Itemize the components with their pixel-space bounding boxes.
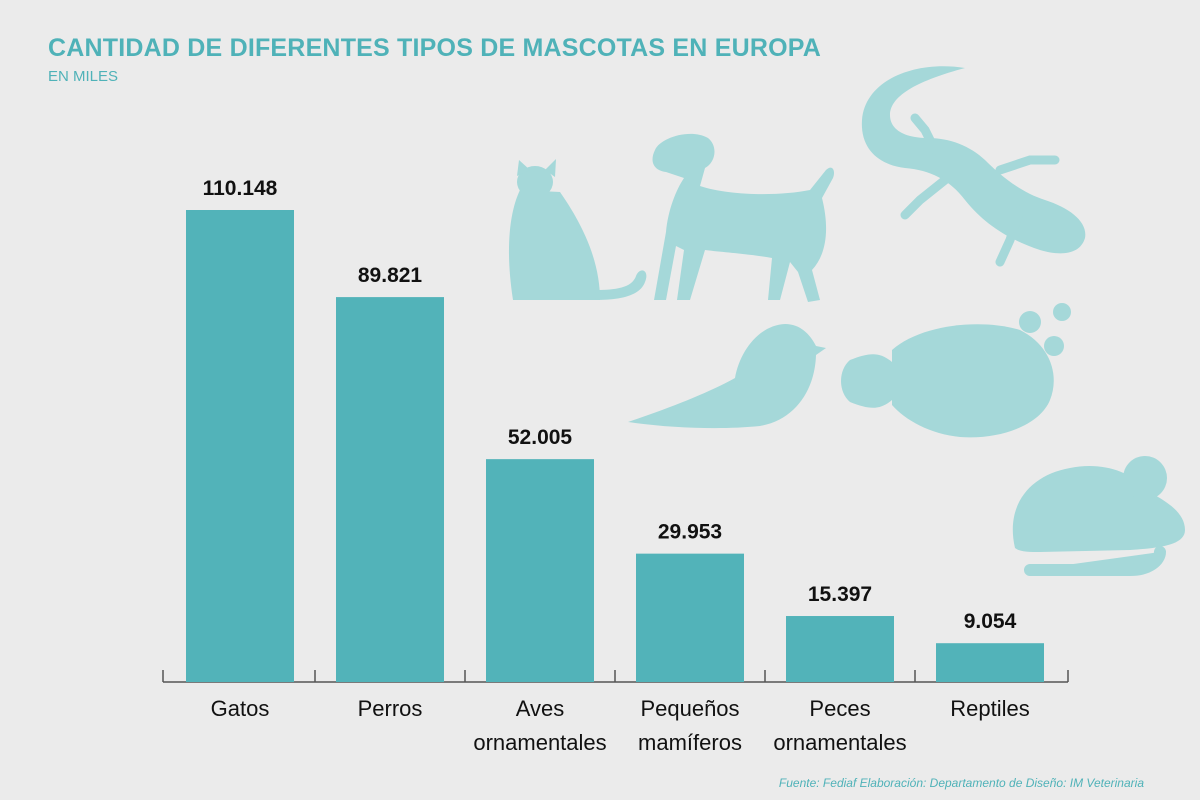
bars bbox=[186, 210, 1044, 682]
cat-icon bbox=[508, 159, 647, 300]
category-label: Reptiles bbox=[950, 696, 1029, 721]
bar bbox=[786, 616, 894, 682]
category-label: Gatos bbox=[211, 696, 270, 721]
category-label: ornamentales bbox=[773, 730, 906, 755]
dog-icon bbox=[652, 133, 835, 302]
source-note: Fuente: Fediaf Elaboración: Departamento… bbox=[778, 776, 1144, 790]
value-label: 89.821 bbox=[358, 264, 423, 287]
mouse-icon bbox=[1012, 456, 1185, 576]
category-label: Peces bbox=[809, 696, 870, 721]
bar bbox=[486, 459, 594, 682]
category-label: Pequeños bbox=[640, 696, 739, 721]
category-label: ornamentales bbox=[473, 730, 606, 755]
category-labels: Gatos Perros Aves ornamentales Pequeños mamíf… bbox=[211, 696, 1030, 755]
chart-title: CANTIDAD DE DIFERENTES TIPOS DE MASCOTAS… bbox=[48, 34, 822, 62]
value-label: 29.953 bbox=[658, 521, 722, 544]
value-labels: 110.148 89.821 52.005 29.953 15.397 9.054 bbox=[203, 177, 1017, 633]
fish-icon bbox=[841, 303, 1071, 438]
category-label: mamíferos bbox=[638, 730, 742, 755]
value-label: 52.005 bbox=[508, 426, 573, 449]
value-label: 110.148 bbox=[203, 177, 278, 200]
value-label: 9.054 bbox=[964, 610, 1017, 633]
bar bbox=[636, 553, 744, 682]
category-label: Perros bbox=[358, 696, 423, 721]
chart-subtitle: EN MILES bbox=[48, 68, 119, 85]
bar bbox=[936, 643, 1044, 682]
value-label: 15.397 bbox=[808, 583, 872, 606]
x-axis bbox=[162, 670, 1069, 683]
category-label: Aves bbox=[516, 696, 565, 721]
lizard-icon bbox=[861, 66, 1086, 267]
bar bbox=[186, 210, 294, 682]
pet-icons bbox=[508, 66, 1185, 576]
bar bbox=[336, 297, 444, 682]
bird-icon bbox=[628, 324, 826, 429]
